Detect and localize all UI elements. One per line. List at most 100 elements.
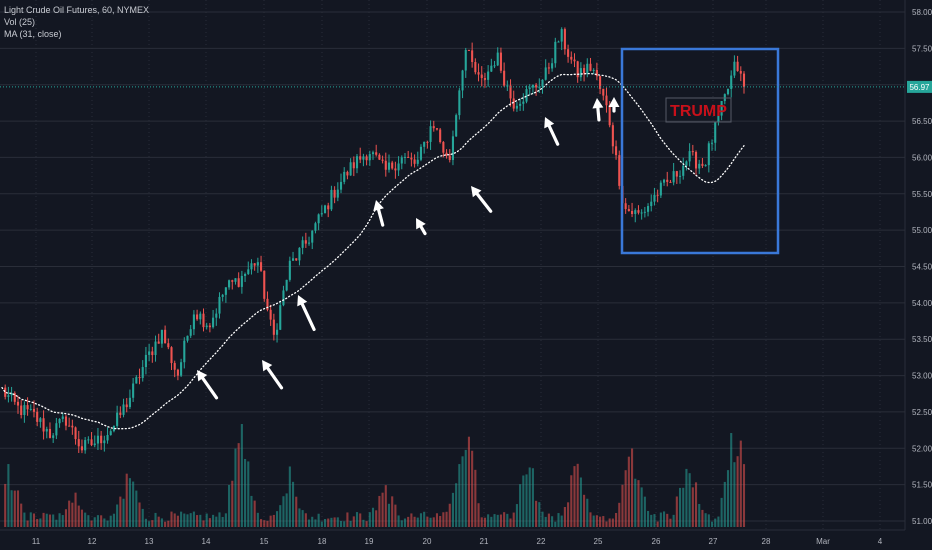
volume-bar [263, 520, 266, 527]
candle-body [192, 314, 195, 330]
ma-indicator-label[interactable]: MA (31, close) [4, 29, 62, 39]
candle-body [61, 416, 64, 419]
candle-body [666, 179, 669, 182]
volume-bar [58, 513, 61, 527]
volume-bar [445, 511, 448, 527]
volume-bar [691, 487, 694, 527]
volume-bar [451, 492, 455, 527]
volume-bar [320, 521, 323, 527]
candle-body [148, 351, 151, 355]
candle-body [272, 319, 275, 335]
volume-bar [339, 520, 343, 527]
volume-bar [301, 510, 304, 527]
candle-body [183, 340, 186, 363]
volume-bar [343, 521, 346, 527]
candle-body [266, 298, 269, 310]
candle-body [64, 416, 68, 426]
volume-bar [592, 515, 595, 527]
candle-body [352, 162, 355, 169]
volume-bar [285, 493, 288, 527]
candle-body [298, 247, 301, 261]
volume-bar [32, 513, 36, 527]
price-axis[interactable]: 51.00 51.50 52.00 52.50 53.00 53.50 54.00 54.50… [904, 0, 932, 530]
price-axis-label: 52.00 [912, 444, 932, 453]
volume-bar [10, 490, 13, 527]
candle-body [570, 56, 573, 60]
symbol-title[interactable]: Light Crude Oil Futures, 60, NYMEX [4, 5, 150, 15]
volume-bar [164, 521, 167, 527]
arrow-shaft [263, 363, 284, 390]
volume-bar [68, 500, 71, 527]
volume-bar [272, 514, 275, 527]
volume-bar [688, 473, 691, 527]
volume-bar [74, 492, 77, 527]
candle-body [138, 377, 141, 379]
candle-body [36, 411, 39, 422]
volume-bar [583, 494, 586, 527]
candle-body [23, 405, 26, 416]
volume-bar [720, 497, 723, 527]
candle-body [432, 126, 435, 129]
volume-bar [602, 516, 605, 527]
candle-body [672, 171, 675, 183]
volume-bar [576, 463, 579, 527]
volume-indicator-label[interactable]: Vol (25) [4, 17, 36, 27]
candle-body [618, 155, 621, 186]
candle-body [474, 61, 477, 73]
candle-body [215, 313, 218, 318]
time-axis-label: 12 [88, 537, 97, 546]
candle-body [103, 440, 106, 444]
volume-bar [467, 436, 470, 527]
time-axis-label: 28 [762, 537, 771, 546]
volume-bar [522, 475, 525, 527]
candle-body [336, 189, 339, 198]
volume-bar [477, 503, 480, 527]
volume-bar [64, 509, 68, 527]
volume-bar [112, 513, 115, 527]
candle-body [96, 435, 99, 444]
volume-bar [148, 521, 151, 527]
candle-body [397, 163, 400, 171]
candle-body [567, 49, 570, 57]
volume-bar [157, 516, 160, 527]
candle-body [525, 89, 528, 102]
volume-bar [260, 519, 263, 527]
candle-body [330, 189, 333, 210]
volume-bar [90, 520, 93, 527]
candle-body [387, 162, 391, 170]
volume-bar [464, 449, 467, 527]
volume-bar [423, 511, 426, 527]
volume-bar [634, 478, 637, 527]
volume-bar [266, 520, 269, 527]
candle-body [720, 101, 723, 116]
candle-body [458, 90, 461, 116]
candle-body [515, 105, 518, 109]
volume-bar [282, 496, 285, 527]
volume-bar [736, 456, 739, 527]
volume-bar [189, 513, 192, 527]
time-axis[interactable]: 11 12 13 14 15 18 19 20 21 22 25 26 27 28 Mar 4 [0, 529, 905, 546]
volume-bar [461, 456, 464, 527]
candle-body [579, 68, 582, 78]
candle-body [314, 223, 317, 231]
volume-bar [397, 515, 400, 527]
price-axis-label: 54.00 [912, 299, 932, 308]
candle-body [39, 418, 42, 422]
volume-bar [407, 516, 410, 527]
candle-body [333, 189, 336, 198]
candle-body [355, 156, 359, 169]
volume-bar [221, 516, 224, 527]
arrow-head [297, 295, 308, 307]
price-axis-label: 55.50 [912, 190, 932, 199]
candle-body [429, 126, 432, 142]
volume-bar [4, 483, 7, 527]
volume-bar [122, 498, 125, 527]
volume-bar [672, 514, 675, 527]
volume-bar [650, 514, 653, 527]
volume-bar [228, 484, 231, 527]
volume-bar [276, 511, 279, 527]
candle-body [531, 84, 534, 88]
volume-bar [55, 519, 58, 527]
volume-bar [567, 502, 570, 527]
